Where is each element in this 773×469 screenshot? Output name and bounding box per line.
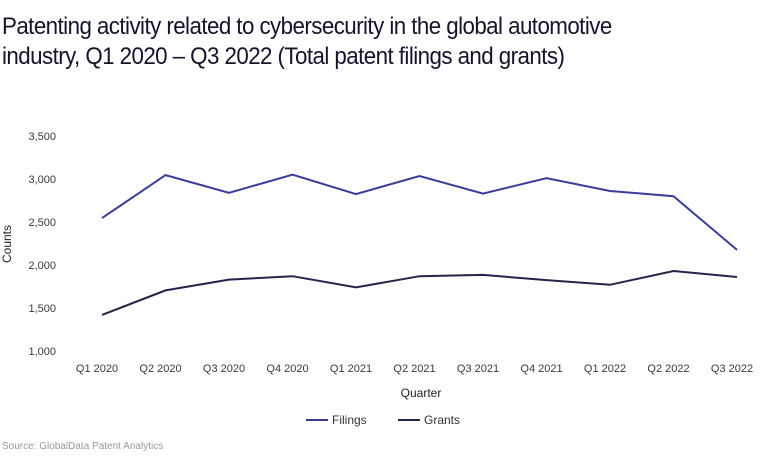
- x-tick-label: Q2 2020: [139, 363, 181, 375]
- y-tick-label: 2,000: [28, 260, 56, 272]
- legend-label-filings: Filings: [332, 413, 367, 427]
- x-tick-label: Q2 2022: [647, 363, 689, 375]
- x-axis-ticks: Q1 2020 Q2 2020 Q3 2020 Q4 2020 Q1 2021 Q2 20…: [76, 363, 753, 375]
- x-tick-label: Q4 2021: [520, 363, 562, 375]
- x-tick-label: Q4 2020: [266, 363, 308, 375]
- series-line-grants: [101, 269, 738, 316]
- y-tick-label: 2,500: [28, 217, 56, 229]
- x-tick-label: Q2 2021: [393, 363, 435, 375]
- y-tick-label: 1,500: [28, 303, 56, 315]
- x-tick-label: Q3 2021: [457, 363, 499, 375]
- y-axis-title: Counts: [0, 225, 14, 263]
- x-tick-label: Q1 2021: [330, 363, 372, 375]
- x-tick-label: Q3 2022: [711, 363, 753, 375]
- legend-label-grants: Grants: [424, 413, 460, 427]
- x-tick-label: Q3 2020: [203, 363, 245, 375]
- series-line-filings: [101, 173, 738, 251]
- legend: Filings Grants: [306, 413, 460, 427]
- y-tick-label: 3,500: [28, 131, 56, 143]
- x-axis-title: Quarter: [401, 386, 442, 400]
- series-group: [101, 173, 738, 316]
- y-axis-ticks: 1,000 1,500 2,000 2,500 3,000 3,500: [28, 131, 56, 358]
- x-tick-label: Q1 2022: [584, 363, 626, 375]
- y-tick-label: 3,000: [28, 174, 56, 186]
- x-tick-label: Q1 2020: [76, 363, 118, 375]
- chart-title: Patenting activity related to cybersecur…: [2, 13, 612, 70]
- y-tick-label: 1,000: [28, 346, 56, 358]
- source-note: Source: GlobalData Patent Analytics: [2, 441, 164, 452]
